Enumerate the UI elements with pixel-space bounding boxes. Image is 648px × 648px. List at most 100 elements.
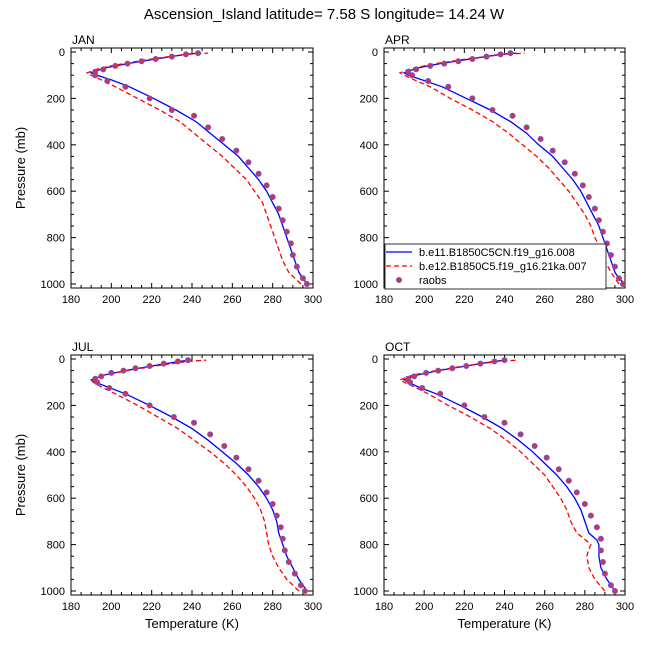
raobs-point: [245, 159, 252, 166]
raobs-point: [597, 535, 604, 542]
raobs-point: [611, 263, 618, 270]
raobs-point: [509, 112, 516, 119]
x-tick-label: 240: [183, 601, 201, 613]
raobs-point: [132, 365, 139, 372]
raobs-point: [92, 375, 99, 382]
raobs-point: [599, 559, 606, 566]
raobs-point: [263, 182, 270, 189]
x-tick-label: 180: [62, 294, 80, 306]
y-tick-label: 800: [47, 233, 65, 245]
raobs-point: [405, 375, 412, 382]
y-tick-label: 1000: [354, 279, 378, 291]
panel-label: APR: [385, 33, 410, 47]
raobs-point: [611, 588, 618, 595]
raobs-point: [423, 369, 430, 376]
y-tick-label: 800: [360, 233, 378, 245]
raobs-point: [207, 431, 214, 438]
raobs-point: [427, 62, 434, 69]
legend-entry-label: raobs: [419, 275, 447, 287]
raobs-point: [571, 170, 578, 177]
raobs-point: [437, 390, 444, 397]
y-tick-label: 0: [59, 354, 65, 366]
raobs-point: [599, 228, 606, 235]
x-tick-label: 260: [535, 294, 553, 306]
y-tick-label: 800: [360, 540, 378, 552]
raobs-point: [449, 365, 456, 372]
raobs-point: [255, 170, 262, 177]
raobs-point: [595, 217, 602, 224]
raobs-point: [501, 357, 508, 364]
raobs-point: [301, 588, 308, 595]
x-tick-label: 280: [576, 601, 594, 613]
raobs-point: [92, 68, 99, 75]
raobs-point: [425, 78, 432, 85]
raobs-point: [279, 217, 286, 224]
series-line-dashed: [398, 359, 606, 592]
y-tick-label: 1000: [354, 586, 378, 598]
raobs-point: [537, 135, 544, 142]
raobs-point: [411, 373, 418, 380]
raobs-point: [168, 53, 175, 60]
figure-title: Ascension_Island latitude= 7.58 S longit…: [143, 6, 505, 23]
panel-label: JAN: [72, 33, 95, 47]
y-tick-label: 0: [372, 47, 378, 59]
raobs-point: [531, 442, 538, 449]
raobs-point: [441, 60, 448, 67]
legend-entry-label: b.e11.B1850C5CN.f19_g16.008: [419, 247, 575, 259]
x-tick-label: 200: [102, 294, 120, 306]
raobs-point: [291, 570, 298, 577]
raobs-point: [419, 384, 426, 391]
raobs-point: [233, 454, 240, 461]
y-tick-label: 400: [360, 447, 378, 459]
series-line-dashed: [90, 359, 300, 592]
x-tick-label: 200: [415, 601, 433, 613]
y-tick-label: 400: [47, 140, 65, 152]
raobs-point: [445, 83, 452, 90]
legend-entry-label: b.e12.B1850C5.f19_g16.21ka.007: [419, 261, 587, 273]
raobs-point: [160, 360, 167, 367]
x-tick-label: 220: [455, 601, 473, 613]
raobs-point: [263, 489, 270, 496]
raobs-point: [184, 357, 191, 364]
raobs-point: [297, 582, 304, 589]
raobs-point: [255, 477, 262, 484]
x-axis-label: Temperature (K): [458, 616, 552, 631]
raobs-point: [299, 275, 306, 282]
raobs-point: [191, 112, 198, 119]
panel-label: OCT: [385, 340, 411, 354]
x-tick-label: 260: [535, 601, 553, 613]
raobs-point: [221, 442, 228, 449]
x-tick-label: 200: [102, 601, 120, 613]
panel-label: JUL: [72, 340, 94, 354]
raobs-point: [168, 107, 175, 114]
raobs-point: [579, 182, 586, 189]
raobs-point: [182, 51, 189, 58]
raobs-point: [281, 547, 288, 554]
panel-oct: 180 200 220 240 260 280 300 0 200 400 600 800 1000 OC…: [354, 340, 635, 631]
raobs-point: [275, 205, 282, 212]
raobs-point: [461, 402, 468, 409]
x-tick-label: 280: [576, 294, 594, 306]
raobs-point: [619, 280, 626, 287]
raobs-point: [561, 159, 568, 166]
raobs-point: [287, 240, 294, 247]
raobs-point: [146, 402, 153, 409]
y-tick-label: 200: [47, 93, 65, 105]
raobs-point: [455, 58, 462, 65]
x-tick-label: 220: [142, 601, 160, 613]
x-tick-label: 300: [304, 294, 322, 306]
y-tick-label: 400: [360, 140, 378, 152]
y-tick-label: 200: [47, 400, 65, 412]
x-tick-label: 260: [223, 294, 241, 306]
raobs-point: [469, 95, 476, 102]
y-tick-label: 600: [360, 186, 378, 198]
panel-jan: 180 200 220 240 260 280 300 0 200 400 600 800 1000 JA…: [13, 33, 322, 306]
panel-jul: 180 200 220 240 260 280 300 0 200 400 600 800 1000 JU…: [13, 340, 322, 631]
x-tick-label: 300: [616, 294, 634, 306]
raobs-point: [285, 559, 292, 566]
raobs-point: [233, 147, 240, 154]
y-tick-label: 1000: [41, 279, 65, 291]
raobs-point: [279, 535, 286, 542]
raobs-point: [219, 135, 226, 142]
